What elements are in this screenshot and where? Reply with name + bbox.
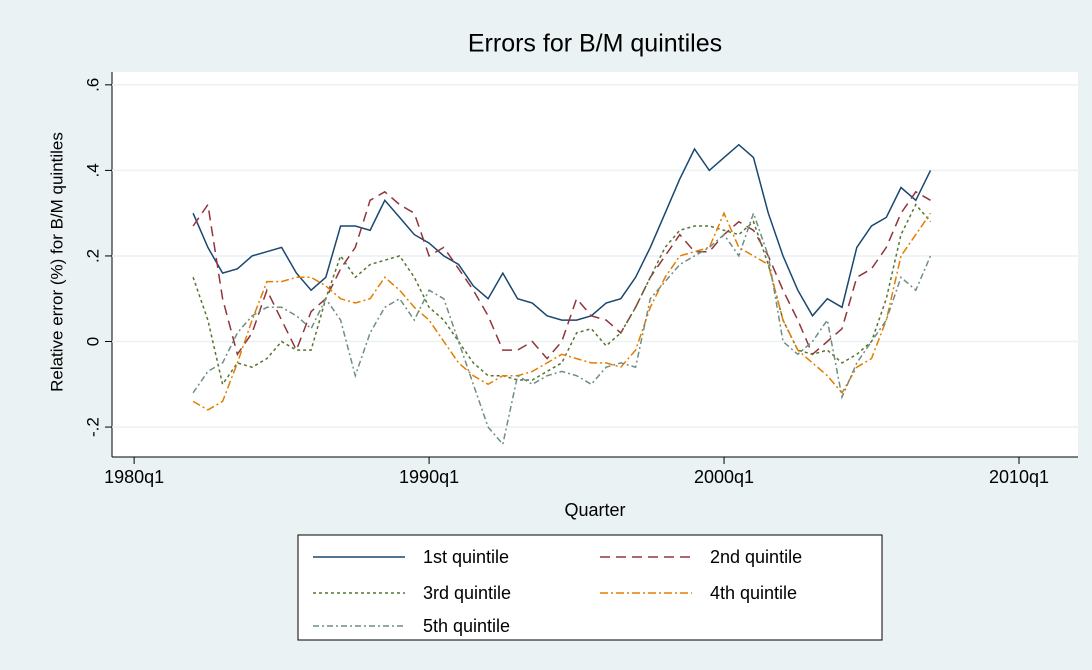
legend-label: 1st quintile — [423, 547, 509, 567]
legend — [297, 534, 883, 641]
legend-label: 2nd quintile — [710, 547, 802, 567]
y-axis-label: Relative error (%) for B/M quintiles — [47, 132, 66, 392]
series-line — [192, 190, 931, 360]
series-line — [192, 211, 932, 411]
x-tick-label: 1980q1 — [104, 467, 164, 487]
y-tick-label: -.2 — [83, 417, 102, 437]
series-line — [192, 203, 932, 387]
x-tick-label: 1990q1 — [399, 467, 459, 487]
chart-title: Errors for B/M quintiles — [468, 30, 722, 58]
y-tick-label: 0 — [83, 337, 102, 346]
x-axis-label: Quarter — [564, 500, 625, 520]
legend-label: 5th quintile — [423, 616, 510, 636]
y-tick-label: .6 — [83, 78, 102, 92]
x-tick-label: 2000q1 — [694, 467, 754, 487]
legend-label: 4th quintile — [710, 583, 797, 603]
legend-label: 3rd quintile — [423, 583, 511, 603]
series-line — [192, 143, 932, 321]
series-line — [192, 210, 932, 446]
y-tick-label: .4 — [83, 163, 102, 177]
plot-area — [112, 72, 1078, 457]
y-tick-label: .2 — [83, 249, 102, 263]
x-tick-label: 2010q1 — [989, 467, 1049, 487]
